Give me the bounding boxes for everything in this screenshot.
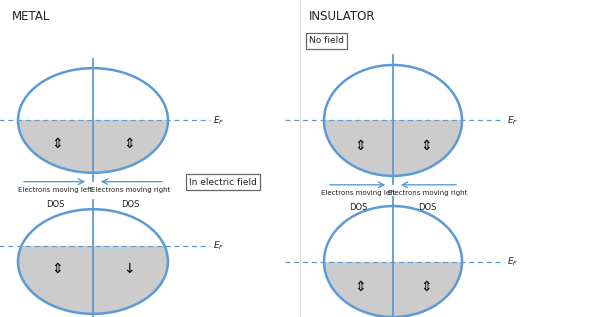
Text: DOS: DOS: [46, 200, 65, 209]
Ellipse shape: [324, 65, 462, 176]
Bar: [321, 204, 465, 262]
Text: INSULATOR: INSULATOR: [309, 10, 376, 23]
Text: ⇕: ⇕: [51, 262, 63, 276]
Bar: [321, 63, 465, 120]
Text: DOS: DOS: [418, 203, 437, 212]
Text: $E_F$: $E_F$: [213, 114, 224, 127]
Text: Electrons moving right: Electrons moving right: [91, 187, 170, 193]
Ellipse shape: [18, 209, 168, 314]
Text: ⇕: ⇕: [421, 139, 432, 152]
Text: DOS: DOS: [349, 203, 368, 212]
Text: ↓: ↓: [123, 262, 135, 276]
Text: No field: No field: [309, 36, 344, 45]
Text: ⇕: ⇕: [354, 280, 365, 294]
Bar: [15, 67, 171, 120]
Ellipse shape: [324, 206, 462, 317]
Text: Electrons moving right: Electrons moving right: [388, 191, 467, 196]
Text: ⇕: ⇕: [421, 280, 432, 294]
Text: METAL: METAL: [12, 10, 50, 23]
Text: ⇕: ⇕: [354, 139, 365, 152]
Text: ⇕: ⇕: [123, 137, 135, 151]
Bar: [15, 208, 171, 246]
Text: $E_F$: $E_F$: [213, 240, 224, 252]
Text: Electrons moving left: Electrons moving left: [322, 191, 395, 196]
Text: In electric field: In electric field: [189, 178, 257, 186]
Text: ⇕: ⇕: [51, 137, 63, 151]
Text: $E_F$: $E_F$: [507, 114, 518, 127]
Text: DOS: DOS: [121, 200, 140, 209]
Text: Electrons moving left: Electrons moving left: [19, 187, 92, 193]
Text: $E_F$: $E_F$: [507, 255, 518, 268]
Ellipse shape: [18, 68, 168, 173]
